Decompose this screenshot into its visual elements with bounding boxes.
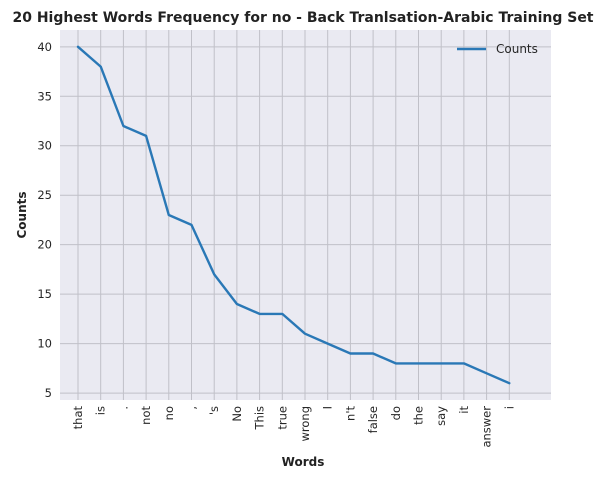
y-tick-label: 25: [37, 188, 52, 202]
y-axis-label: Counts: [15, 191, 29, 238]
y-tick-label: 5: [45, 386, 52, 400]
x-tick-label: I: [321, 406, 335, 409]
x-tick-label: not: [139, 406, 153, 425]
x-tick-label: i: [502, 406, 516, 409]
x-tick-label: that: [71, 406, 85, 430]
grid: [60, 30, 551, 400]
x-tick-label: true: [275, 406, 289, 430]
x-tick-label: do: [389, 406, 403, 420]
y-axis-ticks: 5 10 15 20 25 30 35 40: [37, 40, 52, 400]
chart-title: 20 Highest Words Frequency for no - Back…: [12, 10, 593, 26]
x-tick-label: .: [116, 406, 130, 410]
x-tick-label: This: [253, 406, 267, 431]
x-tick-label: is: [94, 406, 108, 415]
x-tick-label: wrong: [298, 406, 312, 442]
x-tick-label: ,: [185, 406, 199, 410]
legend: Counts: [457, 42, 538, 56]
x-tick-label: No: [230, 406, 244, 422]
y-tick-label: 30: [37, 139, 52, 153]
series-line-counts: [76, 45, 511, 385]
y-tick-label: 10: [37, 337, 52, 351]
y-tick-label: 20: [37, 238, 52, 252]
x-tick-label: no: [162, 406, 176, 420]
x-tick-label: it: [457, 406, 471, 414]
y-tick-label: 35: [37, 89, 52, 103]
x-tick-label: 's: [207, 406, 221, 415]
x-axis-label: Words: [282, 455, 325, 469]
y-tick-label: 40: [37, 40, 52, 54]
y-tick-label: 15: [37, 287, 52, 301]
x-tick-label: say: [434, 406, 448, 426]
x-tick-label: the: [412, 406, 426, 425]
x-tick-label: false: [366, 406, 380, 433]
legend-label-counts: Counts: [496, 42, 538, 56]
x-tick-label: n't: [343, 406, 357, 421]
x-tick-label: answer: [480, 406, 494, 448]
